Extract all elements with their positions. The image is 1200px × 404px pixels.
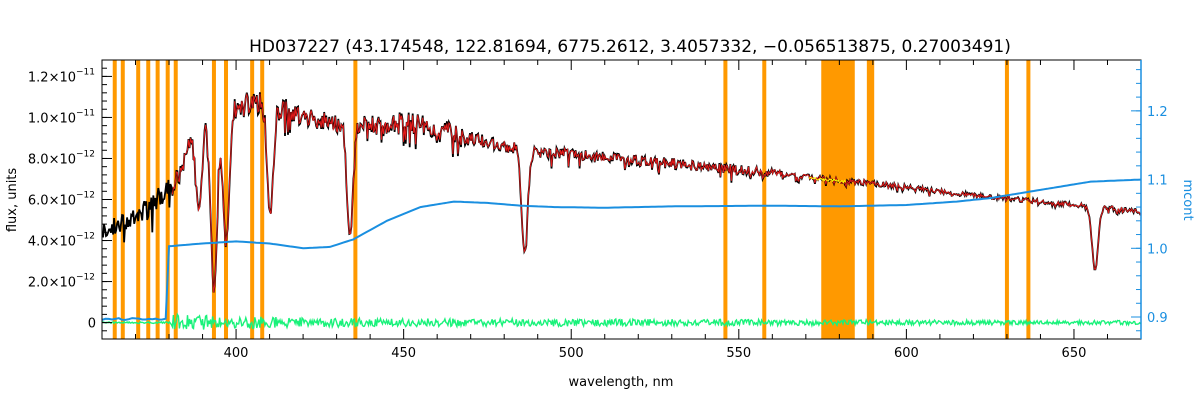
x-tick-label-3: 550 xyxy=(726,346,751,361)
y-tick-exp-2: −12 xyxy=(76,232,95,242)
masked-line-6 xyxy=(173,60,178,339)
y-tick-label-1: 2.0×10 xyxy=(28,276,76,291)
x-tick-label-1: 450 xyxy=(391,346,416,361)
x-axis-label: wavelength, nm xyxy=(569,375,674,390)
masked-line-10 xyxy=(260,60,265,339)
y-tick-exp-1: −12 xyxy=(76,273,95,283)
y-tick-label-3: 6.0×10 xyxy=(28,194,76,209)
y-tick-exp-3: −12 xyxy=(76,191,95,201)
y-tick-exp-4: −12 xyxy=(76,149,95,159)
y-tick-label-4: 8.0×10 xyxy=(28,152,76,167)
series-residuals xyxy=(102,312,1141,330)
masked-line-0 xyxy=(112,60,117,339)
y-tick-exp-6: −11 xyxy=(76,67,95,77)
masked-line-7 xyxy=(211,60,216,339)
masked-line-5 xyxy=(165,60,170,339)
masked-line-14 xyxy=(866,60,871,339)
y-tick-label-6: 1.2×10 xyxy=(28,70,76,85)
series-mcont xyxy=(102,178,1141,321)
series-layer xyxy=(102,92,1141,330)
y2-tick-label-0: 0.9 xyxy=(1147,311,1168,326)
chart-title: HD037227 (43.174548, 122.81694, 6775.261… xyxy=(249,37,1011,57)
masked-line-2 xyxy=(136,60,141,339)
y-tick-label-0: 0 xyxy=(88,317,96,332)
masked-line-9 xyxy=(250,60,255,339)
masked-line-15 xyxy=(870,60,875,339)
x-tick-label-2: 500 xyxy=(559,346,584,361)
masked-regions xyxy=(112,60,1031,339)
y2-tick-label-1: 1.0 xyxy=(1147,242,1168,257)
masked-line-3 xyxy=(146,60,151,339)
masked-line-13 xyxy=(762,60,767,339)
masked-line-12 xyxy=(723,60,728,339)
series-masked-segment xyxy=(808,176,846,184)
masked-line-1 xyxy=(120,60,125,339)
masked-line-11 xyxy=(353,60,358,339)
series-model xyxy=(171,92,1141,293)
series-observed xyxy=(102,92,1141,293)
x-tick-label-5: 650 xyxy=(1062,346,1087,361)
y-tick-label-2: 4.0×10 xyxy=(28,235,76,250)
y2-tick-label-3: 1.2 xyxy=(1147,105,1168,120)
y-tick-exp-5: −11 xyxy=(76,108,95,118)
y2-axis-label: mcont xyxy=(1180,179,1195,220)
y-tick-label-5: 1.0×10 xyxy=(28,111,76,126)
y2-tick-label-2: 1.1 xyxy=(1147,174,1168,189)
x-tick-label-0: 400 xyxy=(224,346,249,361)
masked-line-8 xyxy=(224,60,229,339)
y-axis-label: flux, units xyxy=(5,168,20,233)
masked-band xyxy=(821,60,855,339)
x-tick-label-4: 600 xyxy=(894,346,919,361)
